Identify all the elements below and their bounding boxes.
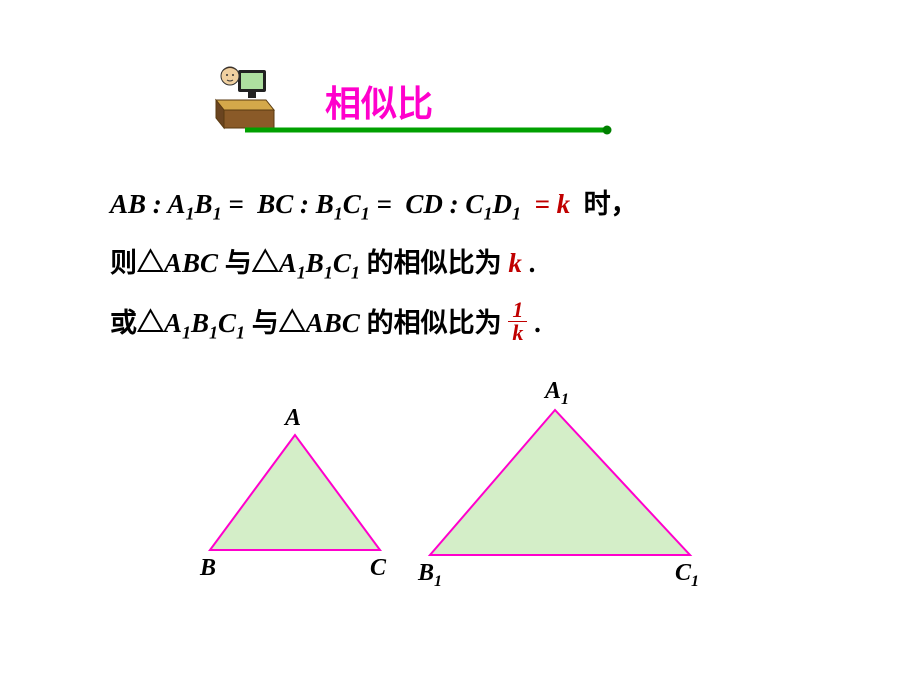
c1c: C [465, 189, 483, 219]
d1: D [492, 189, 512, 219]
end-2: . [522, 248, 536, 278]
b1b: B [316, 189, 334, 219]
abc-3: ABC [306, 308, 360, 338]
tail-1: 时， [584, 189, 638, 219]
pre-3: 或△ [110, 308, 164, 338]
ab: AB [110, 189, 146, 219]
bc: BC [257, 189, 293, 219]
label-C1: C1 [675, 560, 699, 591]
k-2: k [508, 248, 522, 278]
a1: A [168, 189, 186, 219]
end-3: . [527, 308, 541, 338]
equals-k: = k [534, 189, 570, 219]
triangles-diagram: A B C A1 B1 C1 [200, 380, 760, 640]
title-underline [245, 122, 615, 132]
pre-2: 则△ [110, 248, 164, 278]
label-A1: A1 [545, 378, 569, 409]
c1: C [343, 189, 361, 219]
triangle-large [430, 410, 690, 555]
b1: B [195, 189, 213, 219]
label-B1: B1 [418, 560, 442, 591]
content-body: AB : A1B1 = BC : B1C1 = CD : C1D1 = k 时，… [110, 175, 830, 353]
cd: CD [405, 189, 443, 219]
line-1: AB : A1B1 = BC : B1C1 = CD : C1D1 = k 时， [110, 175, 830, 234]
post-2: 的相似比为 [360, 248, 509, 278]
mid-2: 与△ [218, 248, 279, 278]
line-3: 或△A1B1C1 与△ABC 的相似比为 1k . [110, 294, 830, 353]
page-title: 相似比 [325, 75, 433, 127]
abc-2: ABC [164, 248, 218, 278]
line-2: 则△ABC 与△A1B1C1 的相似比为 k . [110, 234, 830, 293]
label-C: C [370, 555, 386, 582]
post-3: 的相似比为 [360, 308, 509, 338]
fraction-1-over-k: 1k [508, 299, 527, 344]
label-A: A [285, 405, 301, 432]
title-text: 相似比 [325, 84, 433, 124]
triangle-small [210, 435, 380, 550]
label-B: B [200, 555, 216, 582]
mid-3: 与△ [245, 308, 306, 338]
